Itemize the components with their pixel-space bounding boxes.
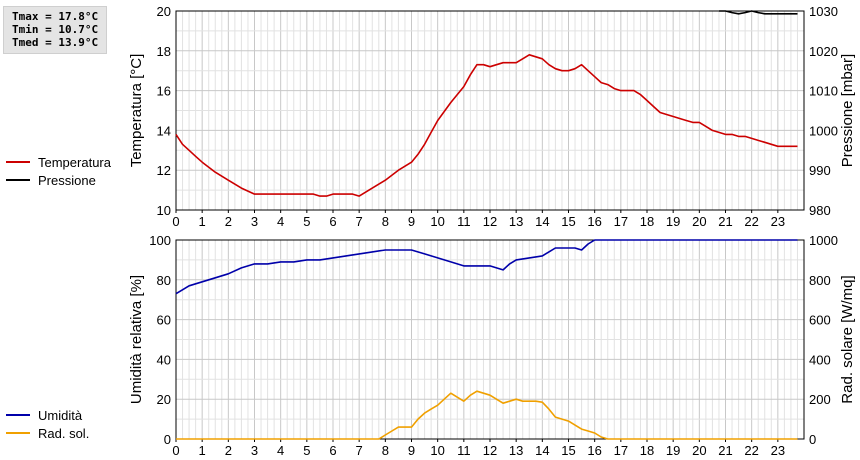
x-tick-label: 16: [587, 214, 601, 229]
series-line-temperatura: [175, 53, 798, 197]
x-tick-label: 7: [356, 443, 363, 458]
y-left-axis-title: Umidità relativa [%]: [128, 275, 145, 404]
x-tick-label: 18: [640, 214, 654, 229]
x-tick-label: 5: [303, 443, 310, 458]
y-left-tick-label: 80: [157, 273, 171, 288]
x-tick-label: 8: [382, 214, 389, 229]
x-tick-label: 15: [561, 443, 575, 458]
y-right-tick-label: 800: [809, 273, 831, 288]
x-tick-label: 11: [457, 443, 471, 458]
x-tick-label: 7: [356, 214, 363, 229]
y-right-tick-label: 1030: [809, 4, 838, 19]
y-left-tick-label: 40: [157, 352, 171, 367]
x-tick-label: 14: [535, 443, 549, 458]
y-right-tick-label: 1000: [809, 123, 838, 138]
legend-label: Pressione: [38, 173, 96, 188]
y-right-tick-label: 1010: [809, 84, 838, 99]
x-tick-label: 2: [225, 443, 232, 458]
x-tick-label: 19: [666, 214, 680, 229]
x-tick-label: 10: [430, 214, 444, 229]
legend: Umidità Rad. sol.: [6, 408, 89, 441]
x-tick-label: 11: [457, 214, 471, 229]
y-left-tick-label: 20: [157, 392, 171, 407]
x-tick-label: 9: [408, 214, 415, 229]
x-tick-label: 6: [329, 214, 336, 229]
y-left-tick-label: 12: [157, 163, 171, 178]
y-left-tick-label: 18: [157, 44, 171, 59]
series-line-pressione: [719, 10, 798, 15]
x-tick-label: 21: [718, 443, 732, 458]
y-right-tick-label: 0: [809, 432, 816, 447]
y-left-tick-label: 100: [149, 233, 171, 248]
chart-panel-1: 0 1 2 3 4 5 6 7 8 9 10 11 12 13 14 15 16 17 18 19 20 21 22 2310…: [6, 4, 856, 229]
y-left-tick-label: 60: [157, 313, 171, 328]
x-tick-label: 2: [225, 214, 232, 229]
x-tick-label: 1: [199, 443, 206, 458]
grid: [176, 240, 804, 439]
x-tick-label: 6: [329, 443, 336, 458]
x-tick-label: 17: [614, 214, 628, 229]
x-tick-label: 5: [303, 214, 310, 229]
series-line-rad-sol-: [176, 390, 798, 440]
y-right-tick-label: 400: [809, 352, 831, 367]
x-tick-label: 0: [172, 214, 179, 229]
y-right-tick-label: 990: [809, 163, 831, 178]
legend-label: Temperatura: [38, 155, 112, 170]
y-left-tick-label: 10: [157, 203, 171, 218]
y-left-tick-label: 0: [164, 432, 171, 447]
x-tick-label: 21: [718, 214, 732, 229]
x-tick-label: 18: [640, 443, 654, 458]
x-tick-label: 22: [744, 214, 758, 229]
y-right-axis-title: Rad. solare [W/mq]: [839, 275, 856, 403]
x-tick-label: 1: [199, 214, 206, 229]
stats-tmed: Tmed = 13.9°C: [12, 36, 99, 49]
x-tick-label: 8: [382, 443, 389, 458]
legend-label: Rad. sol.: [38, 426, 89, 441]
y-left-tick-label: 14: [157, 123, 171, 138]
y-right-tick-label: 1000: [809, 233, 838, 248]
x-tick-label: 16: [587, 443, 601, 458]
y-right-tick-label: 980: [809, 203, 831, 218]
y-left-tick-label: 16: [157, 84, 171, 99]
x-tick-label: 3: [251, 214, 258, 229]
x-tick-label: 13: [509, 443, 523, 458]
x-tick-label: 23: [771, 443, 785, 458]
y-right-tick-label: 600: [809, 313, 831, 328]
stats-tmin: Tmin = 10.7°C: [12, 23, 99, 36]
grid: [176, 11, 804, 210]
chart-panel-2: 0 1 2 3 4 5 6 7 8 9 10 11 12 13 14 15 16 17 18 19 20 21 22 2302…: [6, 233, 856, 458]
y-left-tick-label: 20: [157, 4, 171, 19]
stats-box: Tmax = 17.8°C Tmin = 10.7°C Tmed = 13.9°…: [3, 6, 107, 54]
x-tick-label: 19: [666, 443, 680, 458]
series-line-umidit-: [175, 239, 798, 295]
stats-tmax: Tmax = 17.8°C: [12, 10, 99, 23]
x-tick-label: 12: [483, 214, 497, 229]
legend-label: Umidità: [38, 408, 83, 423]
x-tick-label: 4: [277, 443, 284, 458]
y-right-tick-label: 1020: [809, 44, 838, 59]
y-right-tick-label: 200: [809, 392, 831, 407]
x-tick-label: 15: [561, 214, 575, 229]
x-tick-label: 3: [251, 443, 258, 458]
x-tick-label: 23: [771, 214, 785, 229]
x-tick-label: 17: [614, 443, 628, 458]
legend: Temperatura Pressione: [6, 155, 112, 188]
x-tick-label: 10: [430, 443, 444, 458]
y-left-axis-title: Temperatura [°C]: [128, 54, 145, 168]
x-tick-label: 20: [692, 443, 706, 458]
x-tick-label: 9: [408, 443, 415, 458]
x-tick-label: 14: [535, 214, 549, 229]
x-tick-label: 12: [483, 443, 497, 458]
x-tick-label: 13: [509, 214, 523, 229]
x-tick-label: 4: [277, 214, 284, 229]
x-tick-label: 22: [744, 443, 758, 458]
x-tick-label: 0: [172, 443, 179, 458]
x-tick-label: 20: [692, 214, 706, 229]
y-right-axis-title: Pressione [mbar]: [839, 54, 856, 167]
